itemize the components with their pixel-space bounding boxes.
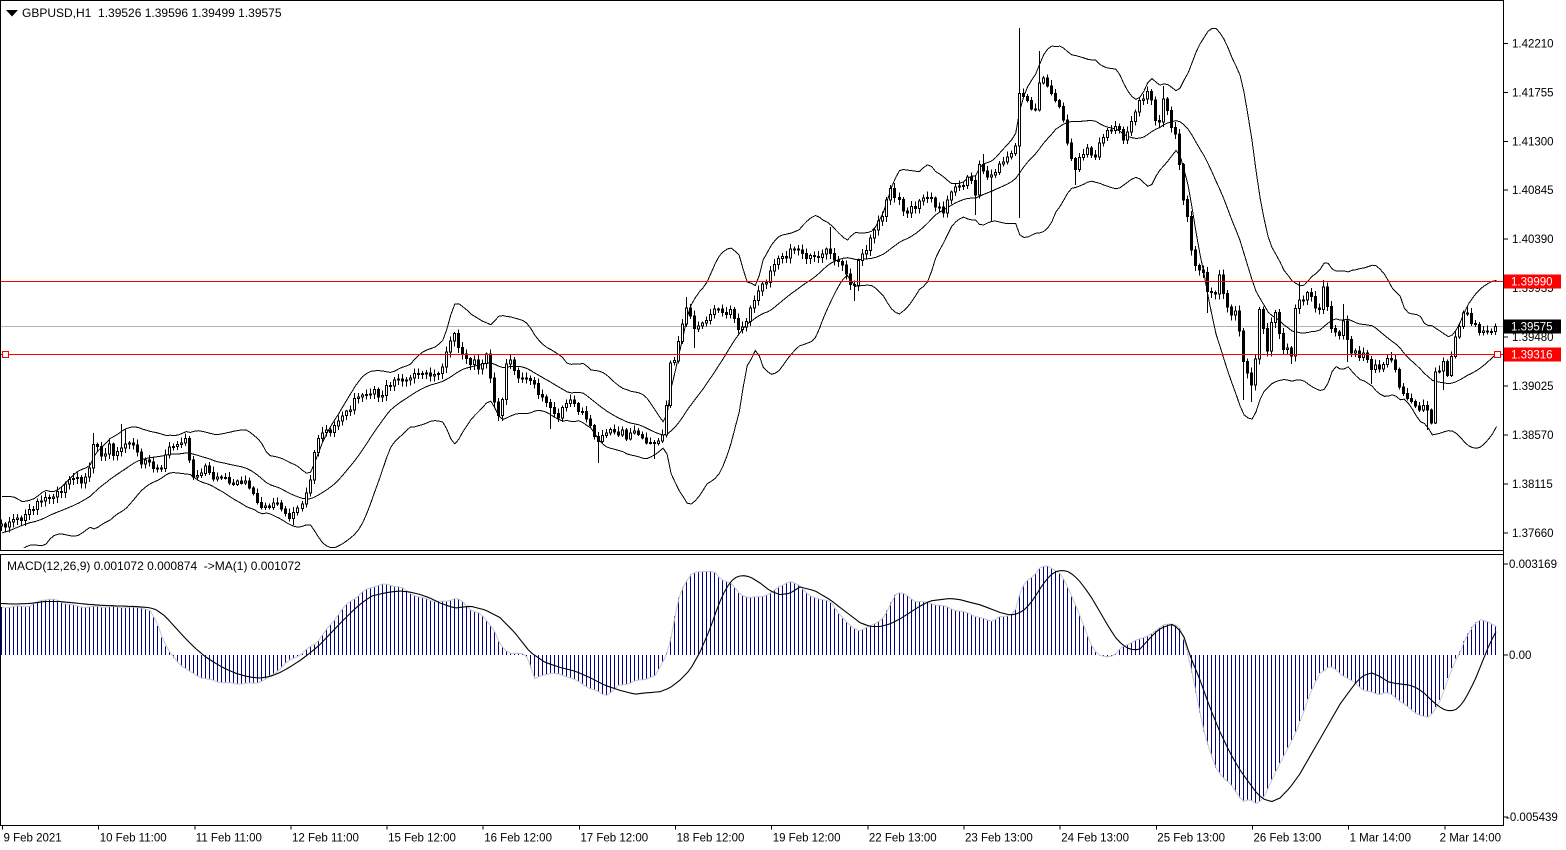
svg-text:1.39575: 1.39575 [1511, 322, 1553, 334]
svg-text:1.38570: 1.38570 [1512, 430, 1554, 442]
svg-text:1.41755: 1.41755 [1512, 87, 1554, 99]
svg-text:1.39480: 1.39480 [1512, 332, 1554, 344]
svg-text:12 Feb 11:00: 12 Feb 11:00 [292, 833, 359, 845]
svg-text:1.39990: 1.39990 [1511, 277, 1553, 289]
svg-text:1.39316: 1.39316 [1511, 350, 1553, 362]
svg-text:1.42210: 1.42210 [1512, 38, 1554, 50]
svg-text:GBPUSD,H1 1.39526 1.39596 1.3: GBPUSD,H1 1.39526 1.39596 1.39499 1.3957… [22, 6, 282, 20]
svg-text:1.39025: 1.39025 [1512, 381, 1554, 393]
svg-text:24 Feb 13:00: 24 Feb 13:00 [1061, 833, 1129, 845]
svg-text:15 Feb 12:00: 15 Feb 12:00 [388, 833, 456, 845]
svg-text:22 Feb 13:00: 22 Feb 13:00 [869, 833, 937, 845]
svg-text:0.003169: 0.003169 [1509, 559, 1557, 571]
svg-text:1.38115: 1.38115 [1512, 479, 1553, 491]
svg-text:10 Feb 11:00: 10 Feb 11:00 [100, 833, 167, 845]
svg-text:2 Mar 14:00: 2 Mar 14:00 [1440, 833, 1501, 845]
svg-text:18 Feb 12:00: 18 Feb 12:00 [677, 833, 745, 845]
svg-text:1.37660: 1.37660 [1512, 528, 1554, 540]
svg-text:9 Feb 2021: 9 Feb 2021 [4, 833, 62, 845]
svg-text:1.41300: 1.41300 [1512, 136, 1554, 148]
svg-text:MACD(12,26,9) 0.001072 0.00087: MACD(12,26,9) 0.001072 0.000874 ->MA(1) … [7, 559, 301, 573]
svg-text:25 Feb 13:00: 25 Feb 13:00 [1157, 833, 1225, 845]
svg-text:23 Feb 13:00: 23 Feb 13:00 [965, 833, 1033, 845]
svg-text:0.00: 0.00 [1509, 650, 1531, 662]
svg-text:26 Feb 13:00: 26 Feb 13:00 [1254, 833, 1322, 845]
svg-text:16 Feb 12:00: 16 Feb 12:00 [484, 833, 552, 845]
svg-text:11 Feb 11:00: 11 Feb 11:00 [196, 833, 262, 845]
svg-text:1 Mar 14:00: 1 Mar 14:00 [1350, 833, 1411, 845]
svg-text:1.40390: 1.40390 [1512, 234, 1554, 246]
svg-text:19 Feb 12:00: 19 Feb 12:00 [773, 833, 841, 845]
svg-text:-0.005439: -0.005439 [1506, 812, 1558, 824]
svg-text:1.40845: 1.40845 [1512, 185, 1554, 197]
svg-text:17 Feb 12:00: 17 Feb 12:00 [580, 833, 648, 845]
